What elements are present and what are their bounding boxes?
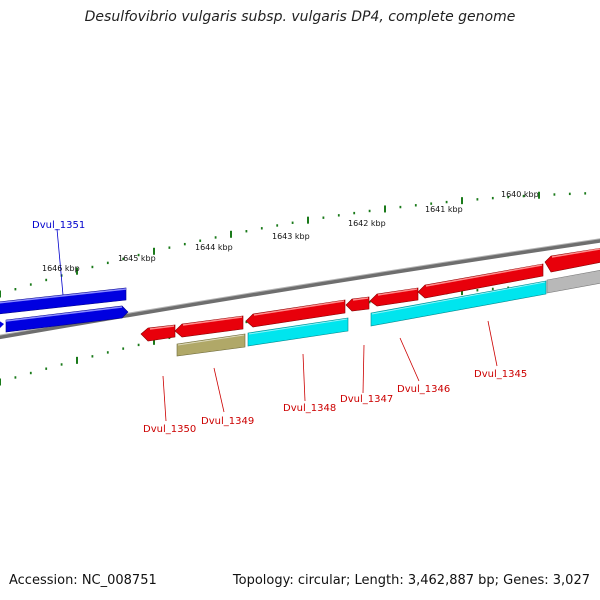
- red-track-highlight: [149, 248, 600, 330]
- gene-dvul-1348[interactable]: [245, 299, 346, 328]
- gene-blue-edge-arrow[interactable]: [0, 320, 4, 330]
- gene-label-dvul-1348[interactable]: Dvul_1348: [283, 403, 336, 414]
- genome-summary-text: Topology: circular; Length: 3,462,887 bp…: [232, 573, 590, 588]
- gene-label-dvul-1346[interactable]: Dvul_1346: [397, 384, 450, 395]
- feature-other[interactable]: [546, 270, 600, 294]
- gene-dvul-1346[interactable]: [369, 287, 419, 307]
- gene-dvul-1351-forward[interactable]: [0, 287, 127, 315]
- gene-dvul-1349[interactable]: [174, 315, 244, 338]
- gene-label-dvul-1349[interactable]: Dvul_1349: [201, 416, 254, 427]
- red-gene-track: [140, 248, 600, 342]
- feature-rna-2[interactable]: [370, 280, 547, 327]
- ruler-label: 1643 kbp: [272, 232, 310, 241]
- feature-rna-1[interactable]: [247, 317, 349, 347]
- accession-text: Accession: NC_008751: [9, 573, 157, 588]
- ruler-label: 1640 kbp: [501, 190, 539, 199]
- gene-label-dvul-1350[interactable]: Dvul_1350: [143, 424, 196, 435]
- feature-misc[interactable]: [176, 333, 246, 357]
- gene-label-dvul-1345[interactable]: Dvul_1345: [474, 369, 527, 380]
- gene-labels: Dvul_1351 Dvul_1350 Dvul_1349 Dvul_1348 …: [32, 220, 527, 435]
- gene-label-dvul-1351[interactable]: Dvul_1351: [32, 220, 85, 231]
- gene-dvul-1351-reverse-highlight: [5, 306, 123, 322]
- map-title: Desulfovibrio vulgaris subsp. vulgaris D…: [84, 9, 516, 25]
- inner-track-highlight: [177, 281, 546, 346]
- label-leaders: [56, 228, 498, 422]
- ruler-label: 1641 kbp: [425, 205, 463, 214]
- gene-right-edge[interactable]: [544, 248, 600, 273]
- ruler-label: 1642 kbp: [348, 219, 386, 228]
- ruler-label: 1645 kbp: [118, 254, 156, 263]
- ruler-labels: 1646 kbp 1645 kbp 1644 kbp 1643 kbp 1642…: [42, 190, 539, 273]
- ruler-label: 1644 kbp: [195, 243, 233, 252]
- gene-dvul-1351-forward-highlight: [0, 288, 127, 304]
- gene-label-dvul-1347[interactable]: Dvul_1347: [340, 394, 393, 405]
- ruler-label: 1646 kbp: [42, 264, 80, 273]
- gene-dvul-1345[interactable]: [417, 263, 544, 299]
- gene-dvul-1351-reverse[interactable]: [5, 305, 129, 333]
- gene-dvul-1347[interactable]: [345, 296, 370, 312]
